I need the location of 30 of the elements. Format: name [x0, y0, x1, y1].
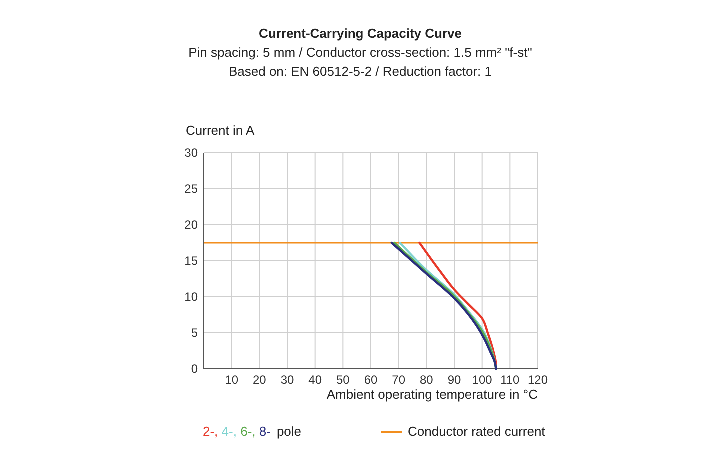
x-tick-label: 20: [252, 373, 267, 387]
x-tick-label: 50: [336, 373, 350, 387]
y-tick-label: 10: [184, 290, 198, 304]
legend-label: Conductor rated current: [408, 424, 546, 439]
line-series: [418, 242, 498, 370]
x-tick-label: 40: [308, 373, 322, 387]
x-tick-label: 70: [392, 373, 406, 387]
legend-title: pole: [276, 424, 302, 439]
y-tick-label: 0: [191, 362, 198, 376]
y-tick-label: 15: [184, 254, 198, 268]
chart-subtitle: Pin spacing: 5 mm / Conductor cross-section: 1.5 mm² "f-st" Based on: EN 60512-5-2 / Reduction factor: 1: [188, 45, 533, 79]
y-tick-label: 5: [191, 326, 198, 340]
text: 8-: [259, 424, 271, 439]
x-axis-title: Ambient operating temperature in °C: [326, 387, 538, 402]
y-tick-label: 20: [184, 218, 198, 232]
x-tick-label: 10: [225, 373, 239, 387]
y-tick-label: 25: [184, 182, 198, 196]
x-tick-label: 80: [420, 373, 434, 387]
x-tick-label: 110: [500, 373, 520, 387]
chart-title: Current-Carrying Capacity Curve: [259, 26, 462, 41]
text: 2-,: [203, 424, 222, 439]
x-tick-label: 30: [280, 373, 294, 387]
y-axis-title: Current in A: [186, 123, 255, 138]
text: 6-,: [240, 424, 260, 439]
x-tick-label: 120: [528, 373, 548, 387]
text: 4-,: [222, 424, 241, 439]
x-tick-label: 100: [472, 373, 493, 387]
x-tick-label: 60: [364, 373, 378, 387]
y-tick-label: 30: [184, 146, 198, 160]
x-tick-label: 90: [448, 373, 462, 387]
